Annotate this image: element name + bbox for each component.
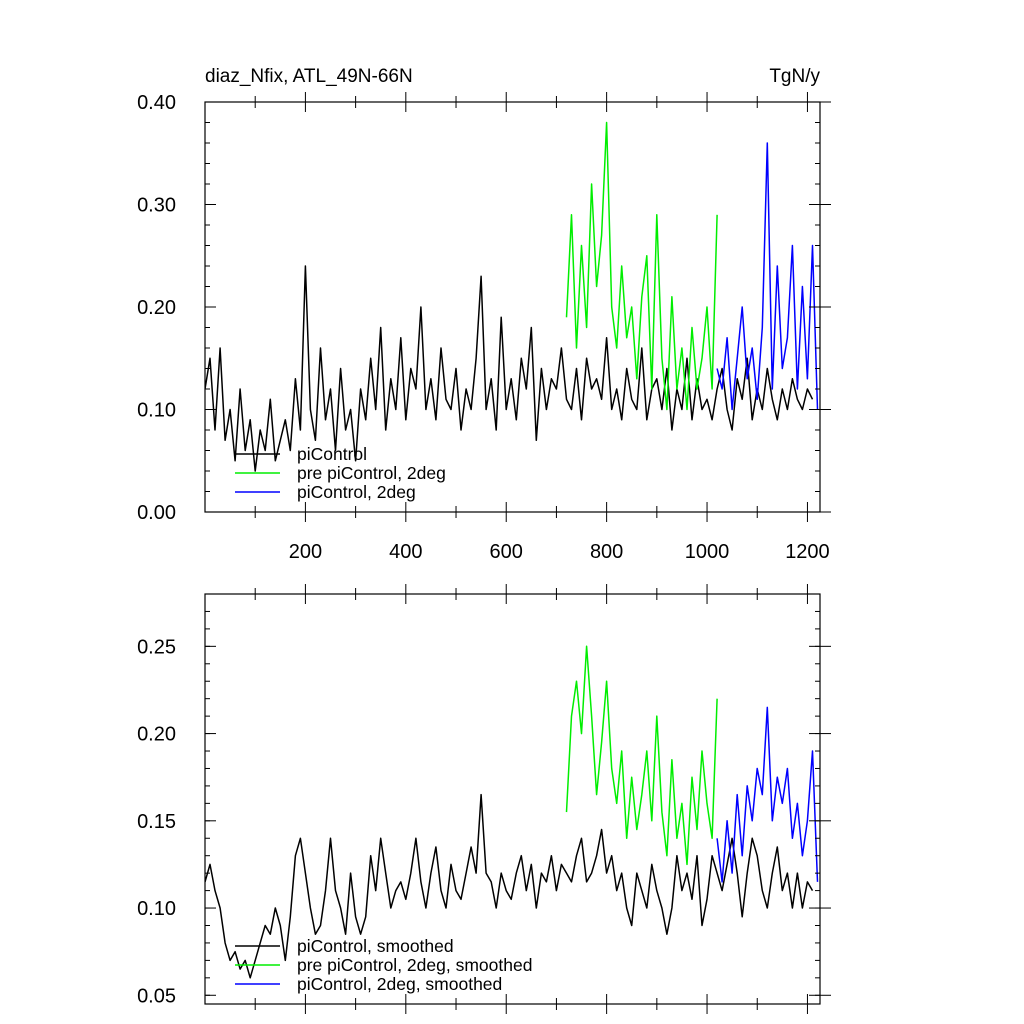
x-tick-label: 200: [289, 541, 322, 563]
y-tick-label: 0.05: [137, 985, 176, 1007]
series-line-1: [565, 121, 718, 411]
top-panel: diaz_Nfix, ATL_49N-66N TgN/y 200 400 600 80…: [137, 66, 831, 563]
axis-ticks: 200 400 600 800 1000 1200 0.00 0.10 0.20 0.30 0.40: [137, 92, 831, 563]
y-tick-label: 0.00: [137, 502, 176, 524]
x-tick-label: 1000: [685, 541, 730, 563]
y-tick-label: 0.25: [137, 636, 176, 658]
chart-title-right: TgN/y: [769, 66, 820, 87]
axis-ticks: 0.05 0.10 0.15 0.20 0.25: [137, 584, 831, 1014]
plot-frame: [204, 593, 821, 1005]
legend-label: piControl, 2deg: [297, 482, 416, 502]
y-tick-label: 0.20: [137, 297, 176, 319]
plot-frame: [204, 101, 821, 513]
series-lines: [205, 121, 819, 472]
x-tick-label: 1200: [785, 541, 830, 563]
legend-label: piControl: [297, 444, 367, 464]
y-tick-label: 0.40: [137, 92, 176, 114]
series-line-2: [716, 706, 819, 883]
series-line-1: [565, 645, 718, 866]
series-line-0: [205, 793, 814, 979]
x-tick-label: 400: [389, 541, 422, 563]
y-tick-label: 0.30: [137, 195, 176, 217]
series-line-2: [716, 142, 819, 411]
chart-title-left: diaz_Nfix, ATL_49N-66N: [205, 66, 413, 87]
y-tick-label: 0.10: [137, 898, 176, 920]
legend-label: piControl, smoothed: [297, 936, 454, 956]
x-tick-label: 800: [590, 541, 623, 563]
y-tick-label: 0.15: [137, 811, 176, 833]
series-line-0: [205, 265, 814, 472]
y-tick-label: 0.20: [137, 724, 176, 746]
y-tick-label: 0.10: [137, 400, 176, 422]
legend-label: piControl, 2deg, smoothed: [297, 974, 502, 994]
bottom-panel: 0.05 0.10 0.15 0.20 0.25 piControl, smoothed…: [137, 584, 831, 1014]
x-tick-label: 600: [490, 541, 523, 563]
legend-label: pre piControl, 2deg, smoothed: [297, 955, 532, 975]
series-lines: [205, 645, 819, 979]
legend-label: pre piControl, 2deg: [297, 463, 446, 483]
